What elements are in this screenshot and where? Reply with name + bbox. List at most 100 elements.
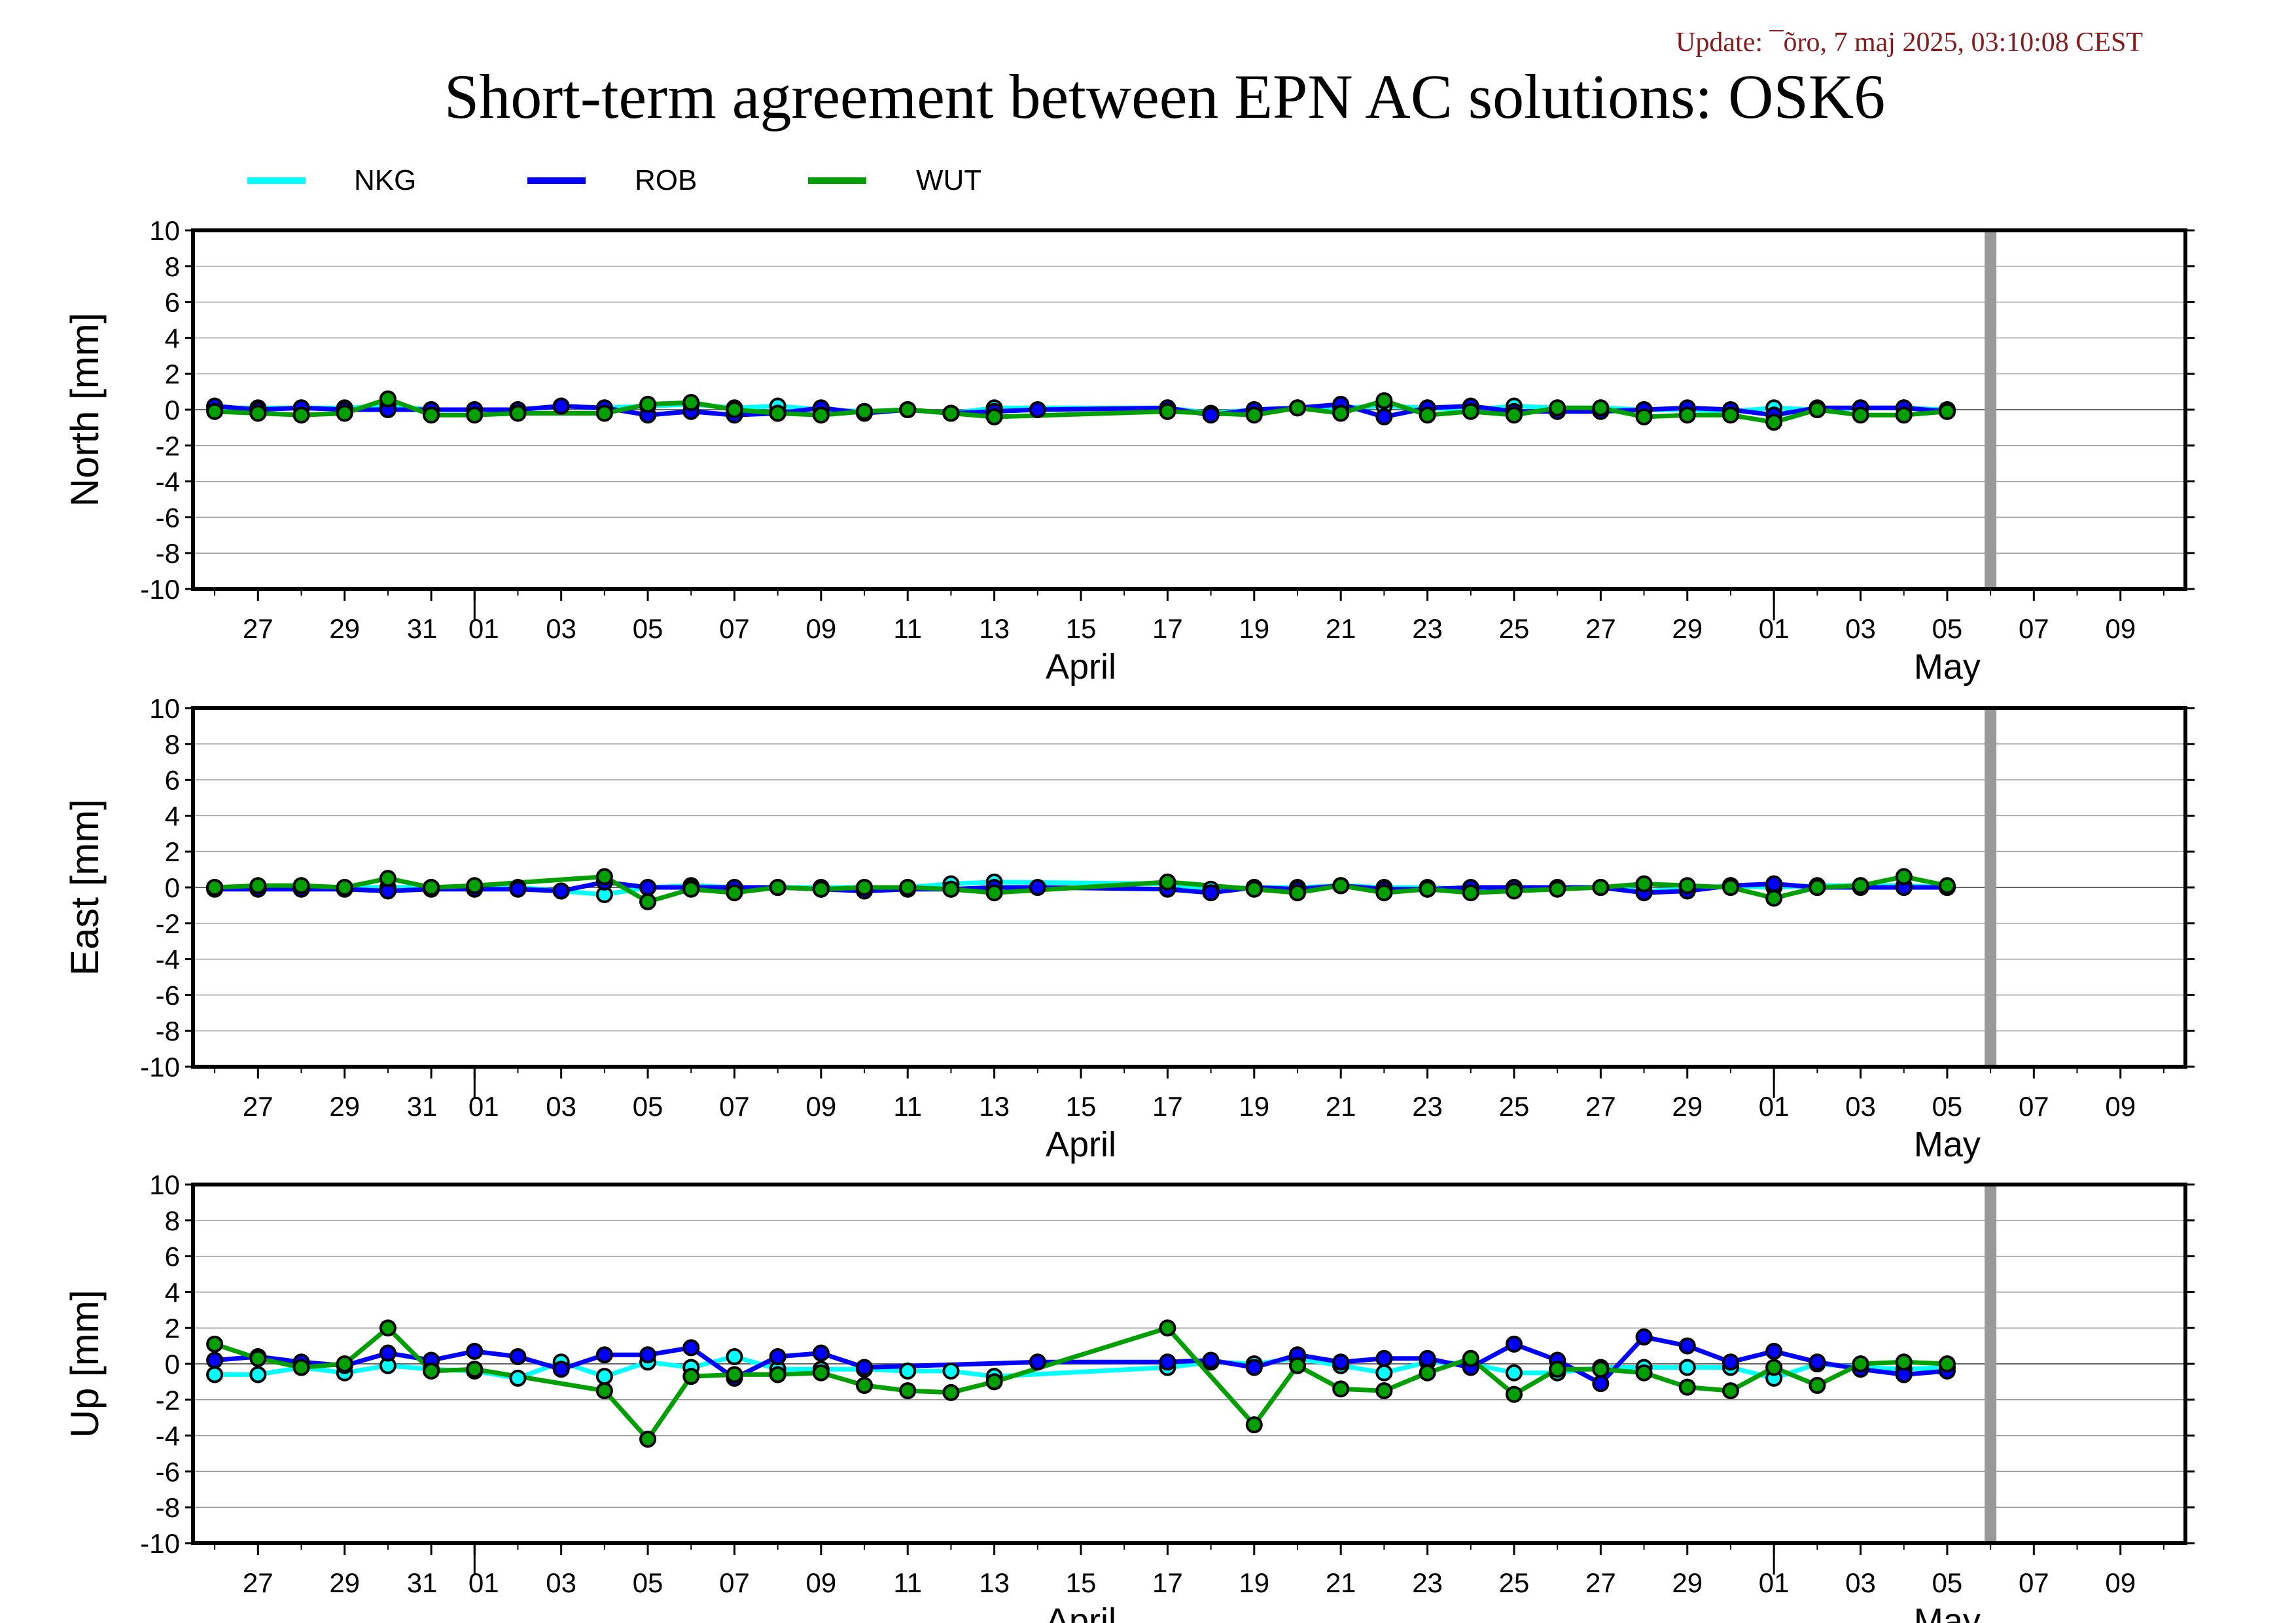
data-point-wut	[379, 390, 397, 408]
data-point-wut	[899, 1382, 917, 1400]
data-point-wut	[423, 1362, 440, 1380]
y-tick-label: 8	[165, 251, 180, 282]
data-point-wut	[1765, 414, 1783, 431]
data-point-wut	[1852, 1355, 1869, 1372]
x-tick-label: 19	[1239, 1091, 1269, 1122]
data-point-wut	[942, 404, 960, 422]
data-point-wut	[1809, 879, 1826, 896]
y-tick-label: 4	[165, 800, 180, 831]
x-tick-label: 09	[2105, 1091, 2136, 1122]
data-point-wut	[1592, 1361, 1610, 1378]
y-tick-label: 10	[149, 1169, 180, 1200]
x-tick-label: 31	[407, 1567, 438, 1598]
data-point-nkg	[1505, 1364, 1523, 1382]
chart-title: Short-term agreement between EPN AC solu…	[444, 62, 1885, 132]
data-point-wut	[1245, 406, 1263, 424]
data-point-wut	[595, 404, 613, 422]
data-point-wut	[1765, 1359, 1783, 1376]
x-tick-label: 19	[1239, 613, 1269, 644]
data-point-wut	[1419, 1364, 1436, 1382]
data-point-wut	[1419, 406, 1436, 424]
data-point-wut	[509, 404, 527, 422]
data-point-wut	[682, 880, 700, 898]
y-tick-label: -6	[156, 502, 180, 533]
x-tick-label: 21	[1326, 1091, 1356, 1122]
data-point-wut	[1549, 880, 1566, 898]
data-point-wut	[1678, 877, 1696, 895]
x-tick-label: 05	[1932, 1091, 1963, 1122]
y-tick-label: 4	[165, 1277, 180, 1308]
x-tick-label: 29	[329, 1091, 360, 1122]
data-point-wut	[682, 394, 700, 412]
y-tick-label: 4	[165, 323, 180, 353]
data-point-wut	[726, 401, 743, 418]
data-point-rob	[1419, 1349, 1436, 1367]
x-tick-label: 29	[1672, 613, 1703, 644]
data-point-wut	[1375, 1382, 1393, 1400]
y-tick-label: 2	[165, 1313, 180, 1344]
data-point-wut	[1462, 884, 1479, 902]
data-point-rob	[1505, 1335, 1523, 1353]
x-tick-label: 07	[2019, 1091, 2049, 1122]
data-point-wut	[1375, 884, 1393, 902]
x-tick-label: 27	[243, 613, 274, 644]
data-point-wut	[379, 1319, 397, 1337]
data-point-rob	[856, 1359, 874, 1376]
data-point-wut	[1722, 406, 1739, 424]
x-tick-label: 17	[1152, 1567, 1183, 1598]
y-tick-label: 8	[165, 729, 180, 760]
data-point-wut	[1635, 1364, 1653, 1382]
data-point-wut	[379, 870, 397, 887]
y-tick-label: -4	[156, 1421, 180, 1452]
data-point-wut	[1722, 879, 1739, 896]
x-tick-label: 29	[1672, 1091, 1703, 1122]
data-point-nkg	[1678, 1359, 1696, 1376]
data-point-wut	[1159, 873, 1176, 891]
x-tick-label: 09	[2105, 613, 2136, 644]
y-tick-label: 10	[149, 215, 180, 246]
data-point-rob	[639, 879, 657, 896]
data-point-wut	[466, 406, 484, 424]
y-tick-label: 6	[165, 287, 180, 318]
legend-label-nkg: NKG	[354, 164, 416, 196]
x-tick-label: 25	[1499, 1091, 1530, 1122]
data-point-rob	[1332, 1353, 1350, 1371]
month-label: April	[1046, 1601, 1116, 1623]
data-point-wut	[1678, 1378, 1696, 1396]
x-tick-label: 13	[979, 613, 1010, 644]
data-point-rob	[639, 1346, 657, 1364]
data-point-wut	[1375, 392, 1393, 410]
x-tick-label: 29	[329, 1567, 360, 1598]
data-point-nkg	[726, 1348, 743, 1366]
data-point-wut	[206, 402, 224, 420]
data-point-wut	[1895, 868, 1913, 885]
data-point-wut	[985, 884, 1003, 902]
data-point-wut	[423, 406, 440, 424]
today-marker	[1985, 708, 1997, 1067]
x-tick-label: 09	[2105, 1567, 2136, 1598]
month-label: April	[1046, 1125, 1116, 1164]
data-point-wut	[1938, 1355, 1956, 1372]
data-point-rob	[1765, 875, 1783, 893]
data-point-wut	[1159, 402, 1176, 420]
data-point-rob	[552, 1361, 570, 1378]
panel-0: 10 8 6 4 2 0 -2 -4 -6 -8 -10 North [mm] 27 29 31 01 03 05…	[63, 215, 2195, 687]
data-point-rob	[379, 1344, 397, 1362]
data-point-wut	[1592, 879, 1610, 896]
x-tick-label: 27	[243, 1567, 274, 1598]
data-point-nkg	[595, 1368, 613, 1385]
data-point-wut	[1549, 1361, 1566, 1378]
x-tick-label: 03	[1845, 1091, 1876, 1122]
data-point-rob	[1029, 401, 1046, 418]
x-tick-label: 01	[468, 613, 499, 644]
update-text: Update: ¯õro, 7 maj 2025, 03:10:08 CEST	[1676, 27, 2143, 58]
data-point-wut	[423, 879, 440, 896]
data-point-rob	[1375, 1349, 1393, 1367]
data-point-rob	[1029, 1353, 1046, 1371]
x-tick-label: 11	[893, 613, 922, 644]
data-point-wut	[206, 1335, 224, 1353]
data-point-rob	[682, 1339, 700, 1357]
data-point-rob	[1592, 1375, 1610, 1393]
y-tick-label: 2	[165, 359, 180, 389]
data-point-wut	[466, 1361, 484, 1378]
